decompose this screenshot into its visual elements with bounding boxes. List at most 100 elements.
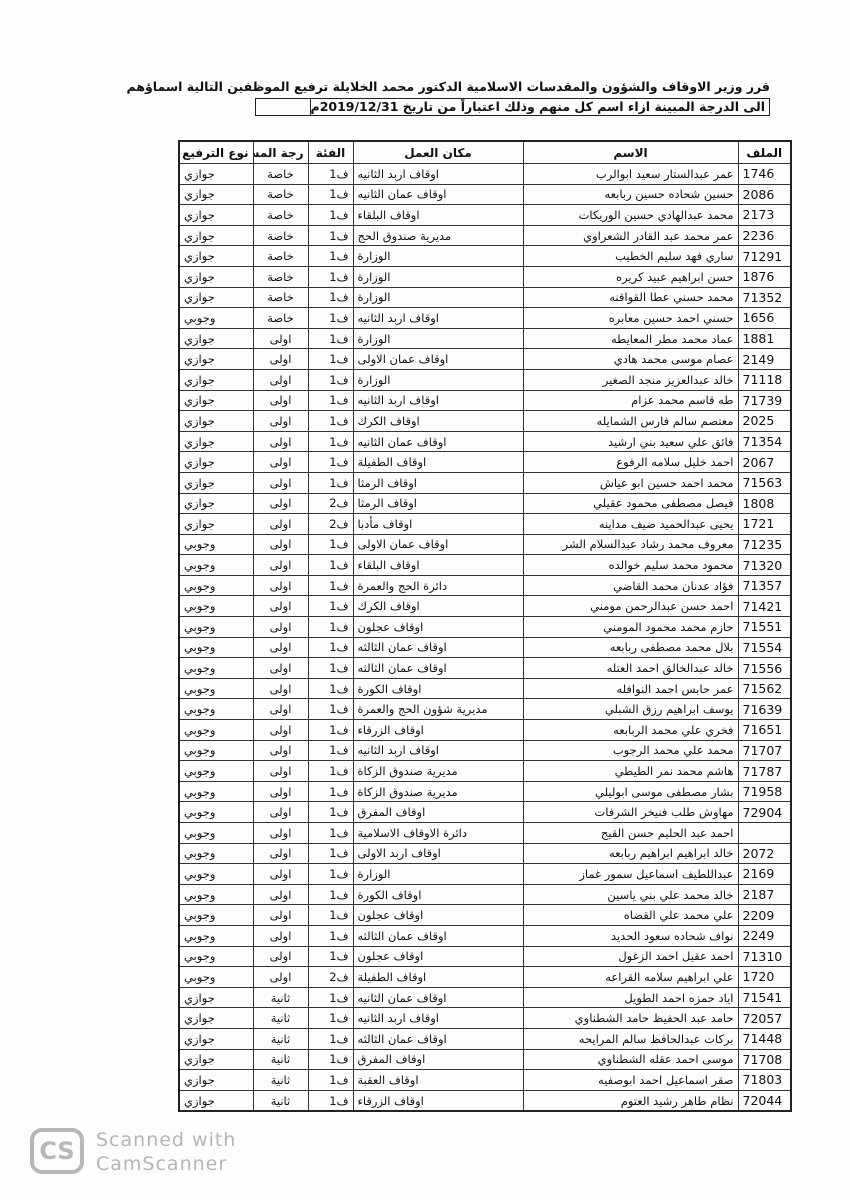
table-row: 71354 فائق علي سعيد بني ارشيد اوقاف عمان ا… [178,430,792,453]
promotion-type-cell: وجوبي [178,307,254,329]
employee-name-cell: يوسف ابراهيم رزق الشبلي [522,698,739,721]
grade-cell: خاصة [252,163,309,185]
workplace-cell: مديرية صندوق الحج [352,224,524,247]
promotion-type-cell: وجوبي [178,801,254,823]
watermark-line2: CamScanner [96,1153,228,1175]
file-number-cell: 2173 [737,204,792,226]
category-cell: ف1 [307,739,354,762]
table-row: 2236 عمر محمد عبد القادر الشعراوي مديرية ص… [178,224,792,247]
category-cell: ف1 [307,842,354,865]
table-row: 1808 فيصل مصطفى محمود عقيلي اوقاف الرمثا ف2… [178,492,792,515]
promotion-type-cell: جوازي [178,430,254,453]
grade-cell: خاصة [252,204,309,226]
category-cell: ف1 [307,801,354,823]
promotion-type-cell: وجوبي [178,780,254,803]
workplace-cell: اوقاف الكرك [352,595,524,618]
employee-name-cell: موسى احمد عقله الشطناوي [522,1048,739,1071]
grade-cell: اولى [252,471,309,494]
workplace-cell: اوقاف اربد الثانيه [352,389,524,412]
employee-name-cell: معتصم سالم فارس الشمايله [522,410,739,432]
file-number-cell: 1721 [737,513,792,535]
grade-cell: اولى [252,492,309,515]
employee-name-cell: نظام طاهر رشيد العتوم [522,1089,739,1112]
file-number-cell: 71118 [737,368,792,391]
workplace-cell: اوقاف اربد الثانيه [352,739,524,762]
file-number-cell: 71563 [737,471,792,494]
promotion-type-cell: جوازي [178,327,254,350]
file-number-cell: 71357 [737,574,792,597]
grade-cell: اولى [252,348,309,370]
category-cell: ف1 [307,389,354,412]
table-row: 71787 هاشم محمد نمر الطيطي مديرية صندوق ال… [178,760,792,782]
file-number-cell: 1656 [737,307,792,329]
category-cell: ف1 [307,204,354,226]
grade-cell: اولى [252,595,309,618]
workplace-cell: اوقاف عمان الاولى [352,348,524,370]
employee-name-cell: عمر محمد عبد القادر الشعراوي [522,224,739,247]
table-row: 2025 معتصم سالم فارس الشمايله اوقاف الكرك ف… [178,410,792,432]
file-number-cell: 2187 [737,883,792,906]
table-row: 71352 محمد حسني عطا القواقنه الوزارة ف1 خاصة… [178,286,792,309]
workplace-cell: اوقاف عمان الثانيه [352,183,524,206]
file-number-cell: 71320 [737,554,792,576]
file-number-cell: 71352 [737,286,792,309]
category-cell: ف2 [307,966,354,988]
employee-name-cell: عبداللطيف اسماعيل سمور غماز [522,863,739,885]
category-cell: ف1 [307,430,354,453]
workplace-cell: مديرية صندوق الزكاة [352,780,524,803]
file-number-cell: 1876 [737,265,792,288]
category-cell: ف1 [307,574,354,597]
table-row: 2209 علي محمد علي القضاه اوقاف عجلون ف1 اولى… [178,904,792,926]
grade-cell: خاصة [252,265,309,288]
category-cell: ف2 [307,513,354,535]
grade-cell: خاصة [252,286,309,309]
table-row: 1876 حسن ابراهيم عبيد كريره الوزارة ف1 خاصة ج… [178,265,792,288]
file-number-cell: 71541 [737,986,792,1009]
file-number-cell: 2072 [737,842,792,865]
table-row: 2072 خالد ابراهيم ابراهيم ربابعه اوقاف ارب… [178,842,792,865]
workplace-cell: الوزارة [352,286,524,309]
category-cell: ف1 [307,780,354,803]
category-cell: ف1 [307,163,354,185]
category-cell: ف1 [307,636,354,659]
category-cell: ف1 [307,1069,354,1091]
category-cell: ف2 [307,492,354,515]
file-number-cell: 2067 [737,451,792,473]
grade-cell: ثانية [252,1089,309,1112]
employee-name-cell: خالد محمد علي بني ياسين [522,883,739,906]
table-row: 71421 احمد حسن عبدالرحمن مومني اوقاف الكرك… [178,595,792,618]
employee-name-cell: خالد ابراهيم ابراهيم ربابعه [522,842,739,865]
grade-cell: اولى [252,327,309,350]
table-row: 1881 عماد محمد مطر المعايطه الوزارة ف1 اولى ج… [178,327,792,350]
grade-cell: اولى [252,430,309,453]
category-cell: ف1 [307,1007,354,1029]
file-number-cell: 71562 [737,677,792,700]
workplace-cell: اوقاف عمان الثالثه [352,924,524,947]
grade-cell: اولى [252,863,309,885]
employee-name-cell: مهاوش طلب فنيخر الشرفات [522,801,739,823]
file-number-cell: 71235 [737,533,792,556]
employee-name-cell: فخري علي محمد الربابعه [522,719,739,741]
table-row: 71562 عمر حابس احمد النوافله اوقاف الكورة ف… [178,677,792,700]
employee-name-cell: عمر حابس احمد النوافله [522,677,739,700]
employee-name-cell: ساري فهد سليم الخطيب [522,245,739,267]
promotion-type-cell: جوازي [178,1027,254,1050]
grade-cell: اولى [252,513,309,535]
workplace-cell: مديرية صندوق الزكاة [352,760,524,782]
employee-name-cell: محمد احمد حسين ابو عياش [522,471,739,494]
workplace-cell: اوقاف عمان الثانيه [352,430,524,453]
promotion-type-cell: جوازي [178,410,254,432]
promotion-type-cell: وجوبي [178,698,254,721]
promotion-type-cell: جوازي [178,348,254,370]
grade-cell: ثانية [252,1027,309,1050]
category-cell: ف1 [307,327,354,350]
category-cell: ف1 [307,348,354,370]
category-cell: ف1 [307,698,354,721]
grade-cell: اولى [252,574,309,597]
file-number-cell: 2086 [737,183,792,206]
table-row: 71118 خالد عبدالعزيز منجد الصغير الوزارة ف1… [178,368,792,391]
grade-cell: اولى [252,822,309,844]
promotion-type-cell: جوازي [178,368,254,391]
table-header-row: الملف الاسم مكان العمل الفئة رجة المستو … [178,140,792,164]
category-cell: ف1 [307,1089,354,1112]
